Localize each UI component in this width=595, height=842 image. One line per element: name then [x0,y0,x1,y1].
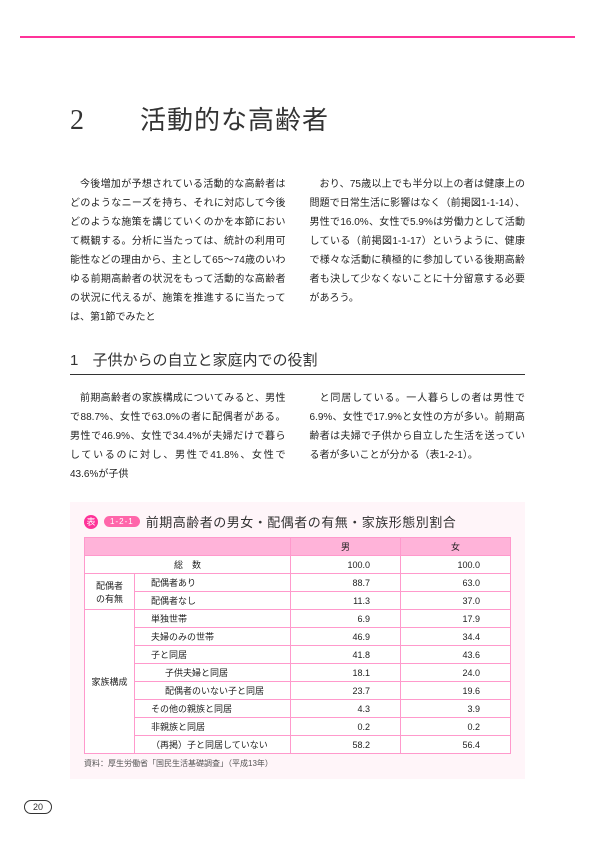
table-row: その他の親族と同居4.33.9 [85,700,511,718]
intro-left: 今後増加が予想されている活動的な高齢者はどのようなニーズを持ち、それに対応して今… [70,175,286,327]
cell-female: 24.0 [401,664,511,682]
cell-female: 17.9 [401,610,511,628]
section1-title: 子供からの自立と家庭内での役割 [93,352,318,369]
table-row: 配偶者のいない子と同居23.719.6 [85,682,511,700]
cell-label: 配偶者なし [135,592,291,610]
cell-female: 19.6 [401,682,511,700]
chapter-title: 2 活動的な高齢者 [70,100,525,137]
section1-body: 前期高齢者の家族構成についてみると、男性で88.7%、女性で63.0%の者に配偶… [70,389,525,484]
table-row: 子供夫婦と同居18.124.0 [85,664,511,682]
chapter-number: 2 [70,105,140,137]
section1-left: 前期高齢者の家族構成についてみると、男性で88.7%、女性で63.0%の者に配偶… [70,389,286,484]
section1-heading: 1 子供からの自立と家庭内での役割 [70,349,525,375]
td-total-f: 100.0 [401,556,511,574]
table-row: 夫婦のみの世帯46.934.4 [85,628,511,646]
cell-female: 56.4 [401,736,511,754]
cell-male: 23.7 [291,682,401,700]
cell-female: 0.2 [401,718,511,736]
table-row: 配偶者 の有無配偶者あり88.763.0 [85,574,511,592]
rowhead-spouse: 配偶者 の有無 [85,574,135,610]
table-row: 非親族と同居0.20.2 [85,718,511,736]
table-total-row: 総 数 100.0 100.0 [85,556,511,574]
cell-label: 単独世帯 [135,610,291,628]
th-male: 男 [291,538,401,556]
cell-male: 18.1 [291,664,401,682]
table-row: 家族構成単独世帯6.917.9 [85,610,511,628]
table-row: （再掲）子と同居していない58.256.4 [85,736,511,754]
cell-female: 63.0 [401,574,511,592]
cell-female: 3.9 [401,700,511,718]
table-title: 前期高齢者の男女・配偶者の有無・家族形態別割合 [146,512,457,531]
table-source: 資料：厚生労働省「国民生活基礎調査」（平成13年） [84,758,511,769]
cell-male: 88.7 [291,574,401,592]
cell-label: 子供夫婦と同居 [135,664,291,682]
cell-male: 58.2 [291,736,401,754]
cell-label: 配偶者あり [135,574,291,592]
table-header-row: 男 女 [85,538,511,556]
th-female: 女 [401,538,511,556]
rowhead-family: 家族構成 [85,610,135,754]
section1-num: 1 [70,352,78,369]
page-number: 20 [24,800,52,814]
table-row: 配偶者なし11.337.0 [85,592,511,610]
cell-label: 子と同居 [135,646,291,664]
table-1-2-1: 表 1-2-1 前期高齢者の男女・配偶者の有無・家族形態別割合 男 女 総 数 … [70,502,525,779]
cell-female: 34.4 [401,628,511,646]
table-badge: 1-2-1 [104,516,140,527]
td-total-label: 総 数 [85,556,291,574]
th-blank [85,538,291,556]
section1-right: と同居している。一人暮らしの者は男性で6.9%、女性で17.9%と女性の方が多い… [310,389,526,465]
table-caption: 表 1-2-1 前期高齢者の男女・配偶者の有無・家族形態別割合 [84,512,511,531]
cell-male: 41.8 [291,646,401,664]
cell-male: 0.2 [291,718,401,736]
cell-male: 11.3 [291,592,401,610]
cell-male: 46.9 [291,628,401,646]
cell-male: 4.3 [291,700,401,718]
chapter-heading: 活動的な高齢者 [140,100,329,137]
cell-label: 夫婦のみの世帯 [135,628,291,646]
intro-right: おり、75歳以上でも半分以上の者は健康上の問題で日常生活に影響はなく（前掲図1-… [310,175,526,308]
cell-female: 43.6 [401,646,511,664]
cell-female: 37.0 [401,592,511,610]
cell-label: （再掲）子と同居していない [135,736,291,754]
page-content: 2 活動的な高齢者 今後増加が予想されている活動的な高齢者はどのようなニーズを持… [70,100,525,779]
intro-text: 今後増加が予想されている活動的な高齢者はどのようなニーズを持ち、それに対応して今… [70,175,525,327]
cell-male: 6.9 [291,610,401,628]
cell-label: その他の親族と同居 [135,700,291,718]
cell-label: 配偶者のいない子と同居 [135,682,291,700]
table-row: 子と同居41.843.6 [85,646,511,664]
data-table: 男 女 総 数 100.0 100.0 配偶者 の有無配偶者あり88.763.0… [84,537,511,754]
td-total-m: 100.0 [291,556,401,574]
top-rule [20,36,575,38]
table-icon: 表 [84,515,98,529]
cell-label: 非親族と同居 [135,718,291,736]
